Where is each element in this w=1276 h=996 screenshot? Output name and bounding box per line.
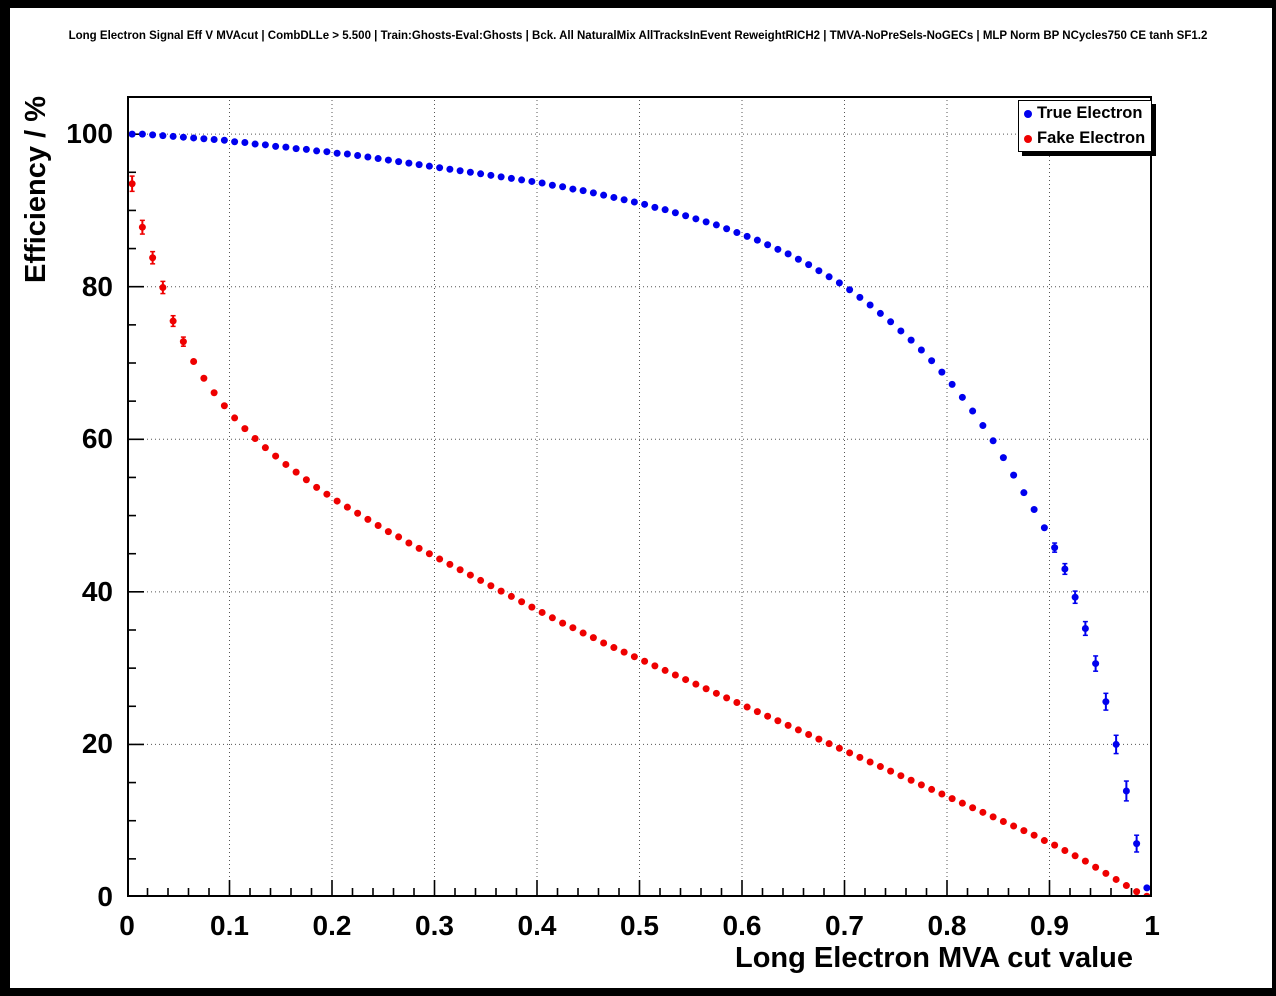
- true-electron-marker-icon: [1024, 109, 1032, 118]
- y-axis-title: Efficiency / %: [20, 96, 52, 283]
- legend-entry-fake-electron: Fake Electron: [1019, 126, 1151, 151]
- fake-electron-marker-icon: [1024, 134, 1032, 143]
- x-axis-title: Long Electron MVA cut value: [735, 942, 1133, 974]
- legend-label-true-electron: True Electron: [1037, 104, 1143, 122]
- legend-entry-true-electron: True Electron: [1019, 101, 1151, 126]
- legend: True Electron Fake Electron: [1018, 100, 1152, 152]
- legend-label-fake-electron: Fake Electron: [1037, 129, 1146, 147]
- plot-title: Long Electron Signal Eff V MVAcut | Comb…: [68, 30, 1208, 42]
- plot-svg: [127, 96, 1152, 897]
- plot-canvas: [10, 8, 1272, 988]
